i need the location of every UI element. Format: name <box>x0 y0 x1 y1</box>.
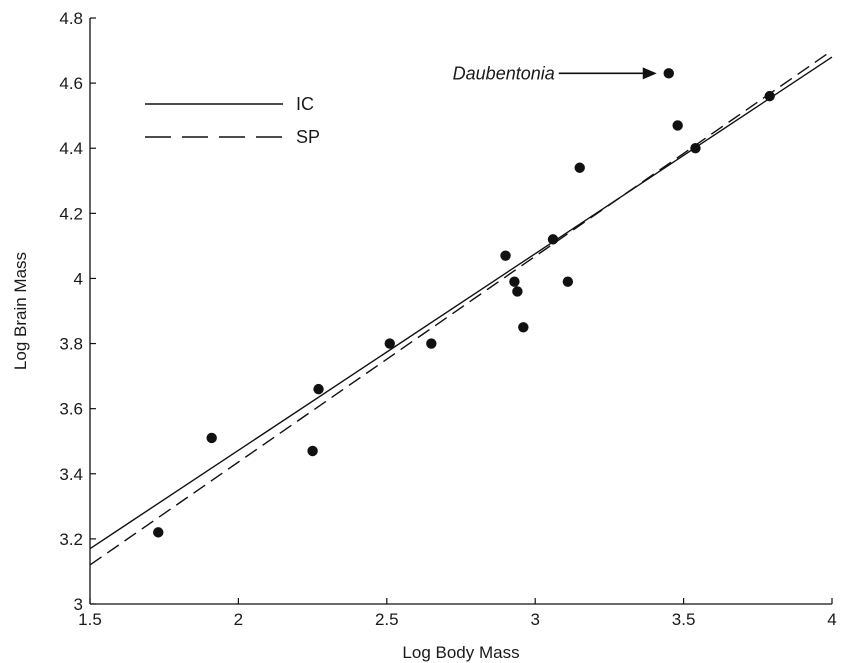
data-point <box>206 432 217 444</box>
x-tick-label: 1.5 <box>78 610 102 629</box>
data-point <box>500 250 511 261</box>
y-axis: 3 3.2 3.4 3.6 3.8 4 4.2 4.4 4.6 4.8 <box>59 9 96 614</box>
data-point <box>384 338 395 349</box>
data-point <box>153 527 164 538</box>
x-tick-label: 4 <box>827 610 836 629</box>
annotation: Daubentonia <box>453 63 657 83</box>
x-tick-label: 3.5 <box>672 610 696 629</box>
data-point <box>512 286 523 297</box>
x-axis: 1.5 2 2.5 3 3.5 4 <box>78 598 837 629</box>
y-tick-label: 3.4 <box>59 465 83 484</box>
x-tick-label: 2.5 <box>375 610 399 629</box>
fit-lines <box>89 49 833 566</box>
y-tick-label: 4.8 <box>59 9 83 28</box>
x-axis-title: Log Body Mass <box>402 643 519 662</box>
data-point <box>574 162 585 173</box>
data-point <box>307 445 318 457</box>
y-tick-label: 3.6 <box>59 400 83 419</box>
x-tick-label: 3 <box>530 610 539 629</box>
y-tick-label: 3.2 <box>59 530 83 549</box>
data-point <box>764 90 775 102</box>
data-points <box>153 68 775 538</box>
y-tick-label: 4.6 <box>59 74 83 93</box>
plot-frame <box>89 18 832 605</box>
y-tick-label: 3.8 <box>59 335 83 354</box>
data-point <box>313 383 324 395</box>
x-tick-label: 2 <box>234 610 243 629</box>
data-point <box>672 120 683 131</box>
data-point <box>509 276 520 287</box>
annotation-arrow-head <box>642 67 657 80</box>
data-point <box>518 322 529 333</box>
legend: IC SP <box>145 94 320 147</box>
data-point <box>547 234 559 245</box>
y-tick-label: 4.4 <box>59 139 83 158</box>
legend-label-sp: SP <box>296 127 320 147</box>
y-axis-title: Log Brain Mass <box>11 252 30 370</box>
y-tick-label: 3 <box>74 595 83 614</box>
data-point <box>562 276 574 287</box>
y-tick-label: 4 <box>74 269 83 288</box>
y-tick-label: 4.2 <box>59 204 83 223</box>
annotation-label: Daubentonia <box>453 63 555 83</box>
data-point <box>663 68 674 79</box>
fit-line-ic <box>89 56 833 550</box>
data-point <box>426 338 437 349</box>
fit-line-sp <box>89 49 833 566</box>
data-point <box>690 143 701 154</box>
legend-label-ic: IC <box>296 94 314 114</box>
